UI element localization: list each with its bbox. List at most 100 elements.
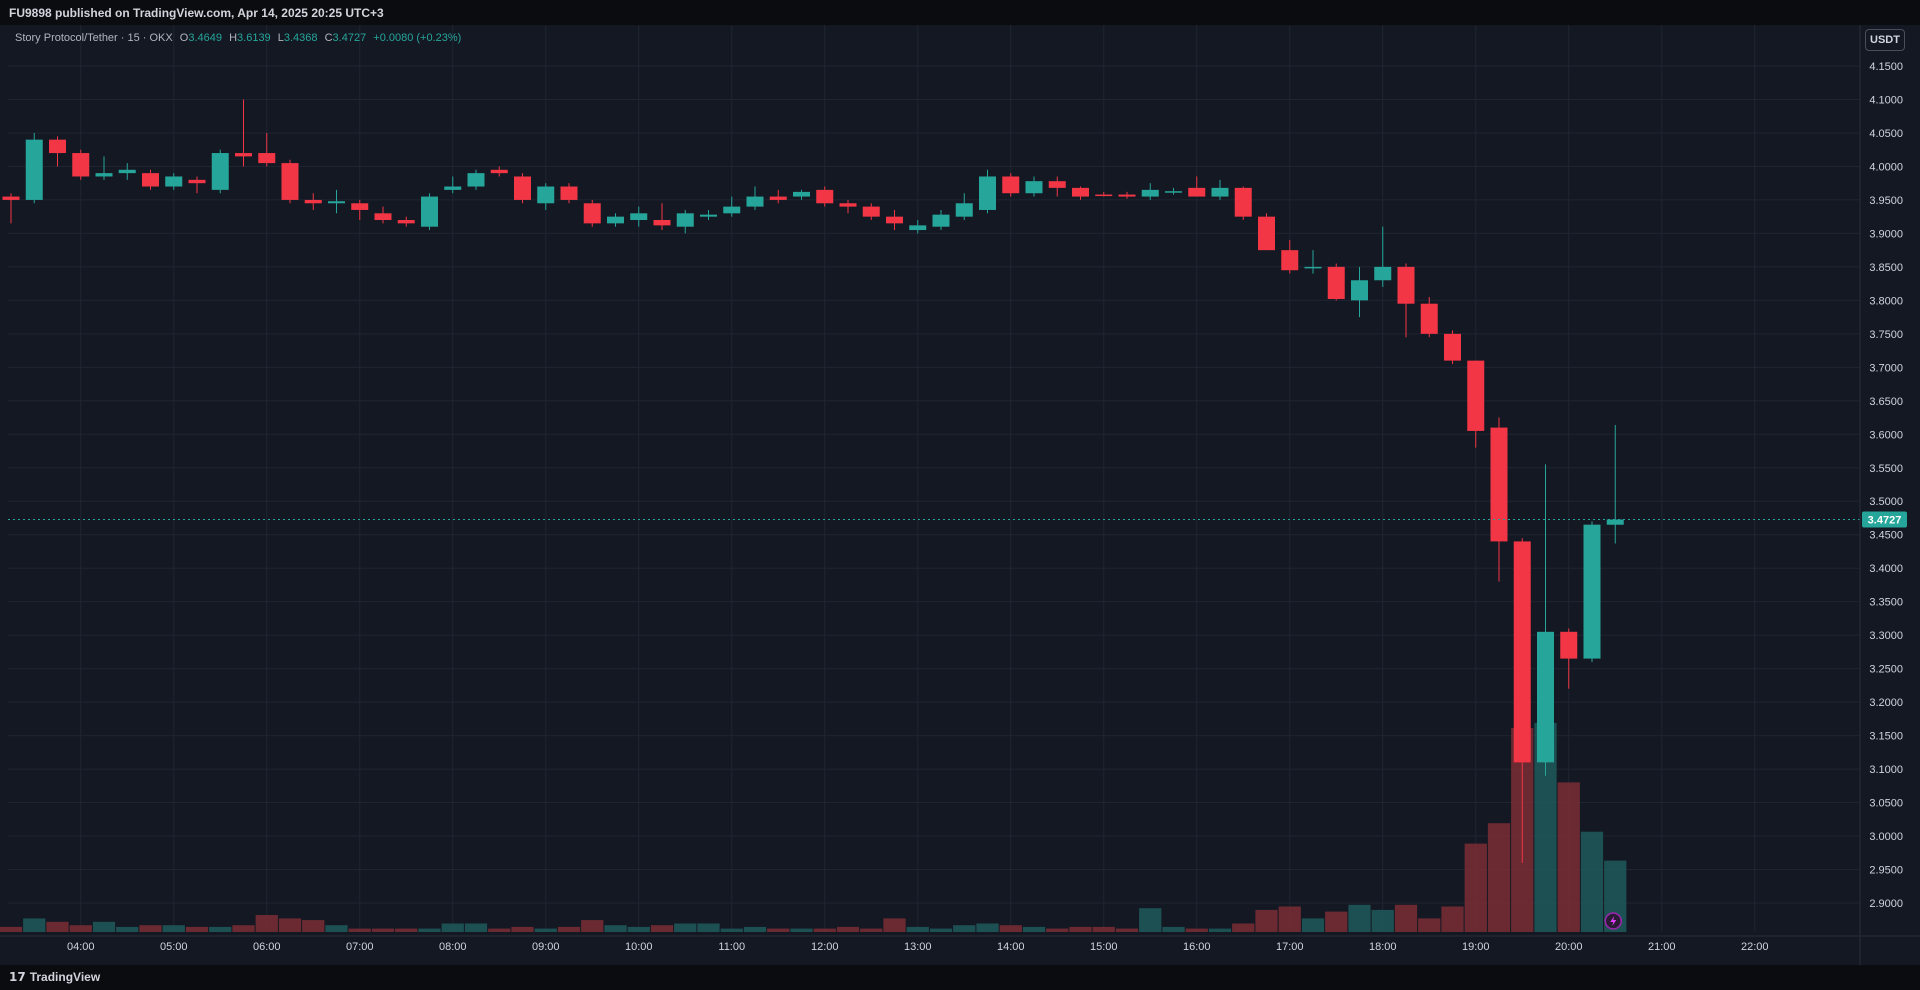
candle-body bbox=[862, 206, 880, 217]
time-tick-label: 21:00 bbox=[1648, 941, 1676, 953]
volume-bar bbox=[1371, 909, 1394, 932]
symbol-legend[interactable]: Story Protocol/Tether · 15 · OKX O3.4649… bbox=[15, 32, 461, 44]
time-tick-label: 11:00 bbox=[718, 941, 745, 953]
volume-bar bbox=[1208, 928, 1232, 932]
volume-bar bbox=[185, 926, 209, 932]
candle-body bbox=[490, 169, 508, 174]
candle-body bbox=[397, 220, 415, 224]
tradingview-logo[interactable]: 17 TradingView bbox=[9, 970, 100, 984]
candle-body bbox=[1002, 176, 1020, 194]
volume-bar bbox=[976, 923, 999, 932]
candle-body bbox=[1351, 280, 1368, 301]
candle-body bbox=[444, 186, 462, 190]
volume-bar bbox=[1418, 918, 1441, 932]
candle-body bbox=[1211, 187, 1229, 197]
candle-body bbox=[72, 153, 90, 177]
candle-body bbox=[421, 196, 438, 227]
volume-bar bbox=[69, 925, 92, 932]
last-price-label: 3.4727 bbox=[1868, 515, 1902, 527]
candle-body bbox=[1583, 524, 1601, 659]
open-value: 3.4649 bbox=[188, 32, 223, 44]
time-tick-label: 22:00 bbox=[1741, 941, 1769, 953]
price-tick-label: 4.0000 bbox=[1869, 161, 1903, 173]
volume-bar bbox=[860, 928, 883, 932]
time-tick-label: 16:00 bbox=[1183, 941, 1211, 953]
candle-body bbox=[560, 186, 578, 200]
candle-body bbox=[25, 139, 43, 200]
candle-body bbox=[1397, 266, 1415, 304]
time-tick-label: 12:00 bbox=[811, 941, 839, 953]
high-label: H bbox=[229, 32, 238, 44]
volume-bar bbox=[302, 920, 325, 932]
change-value: +0.0080 (+0.23%) bbox=[373, 32, 462, 44]
price-tick-label: 3.6500 bbox=[1869, 396, 1903, 408]
volume-bar bbox=[674, 923, 697, 932]
currency-button[interactable]: USDT bbox=[1865, 29, 1905, 51]
candle-body bbox=[258, 153, 276, 164]
candle-body bbox=[746, 196, 764, 207]
price-tick-label: 3.0500 bbox=[1869, 798, 1903, 810]
candle-body bbox=[909, 225, 927, 231]
volume-bar bbox=[1022, 926, 1046, 932]
candle-body bbox=[955, 203, 973, 217]
time-tick-label: 15:00 bbox=[1090, 941, 1118, 953]
volume-bar bbox=[929, 928, 953, 932]
lightning-glyph bbox=[1610, 916, 1617, 926]
candle-body bbox=[2, 196, 20, 200]
price-tick-label: 3.3500 bbox=[1869, 597, 1903, 609]
candle-body bbox=[351, 203, 369, 210]
volume-bar bbox=[1115, 928, 1139, 932]
volume-bar bbox=[92, 921, 116, 932]
candle-body bbox=[1560, 631, 1578, 659]
candle-body bbox=[374, 213, 392, 221]
candle-body bbox=[793, 191, 810, 197]
last-price-tag bbox=[1862, 511, 1907, 528]
brand-name: TradingView bbox=[29, 970, 101, 984]
candle-body bbox=[328, 201, 345, 204]
volume-bar bbox=[1580, 831, 1604, 932]
price-tick-label: 4.1000 bbox=[1869, 94, 1903, 106]
candle-body bbox=[165, 176, 183, 187]
time-tick-label: 20:00 bbox=[1555, 941, 1583, 953]
volume-bar bbox=[767, 928, 790, 932]
candle-body bbox=[1072, 187, 1089, 197]
time-tick-label: 19:00 bbox=[1462, 941, 1490, 953]
volume-bar bbox=[1464, 843, 1487, 932]
chart-area[interactable] bbox=[0, 25, 1920, 965]
symbol-name[interactable]: Story Protocol/Tether · 15 · OKX bbox=[15, 32, 173, 44]
candle-body bbox=[188, 179, 206, 184]
candle-body bbox=[769, 196, 787, 200]
candle-body bbox=[583, 203, 601, 224]
volume-bar bbox=[557, 926, 581, 932]
candle-body bbox=[1281, 250, 1299, 271]
candle-body bbox=[932, 214, 950, 227]
price-tick-label: 3.2000 bbox=[1869, 697, 1903, 709]
price-tick-label: 3.3000 bbox=[1869, 630, 1903, 642]
candle-body bbox=[607, 216, 624, 224]
volume-bar bbox=[0, 926, 23, 932]
candle-body bbox=[467, 173, 485, 187]
candle-body bbox=[1118, 194, 1136, 197]
volume-bar bbox=[441, 923, 464, 932]
candle-body bbox=[723, 206, 741, 214]
price-tick-label: 3.7500 bbox=[1869, 329, 1903, 341]
price-tick-label: 2.9000 bbox=[1869, 898, 1903, 910]
price-tick-label: 3.5000 bbox=[1869, 496, 1903, 508]
price-tick-label: 3.4500 bbox=[1869, 530, 1903, 542]
candle-body bbox=[304, 199, 322, 204]
volume-bar bbox=[488, 928, 511, 932]
volume-bar bbox=[627, 926, 650, 932]
close-value: 3.4727 bbox=[332, 32, 367, 44]
volume-bar bbox=[116, 926, 139, 932]
volume-bar bbox=[1162, 926, 1185, 932]
volume-bar bbox=[418, 928, 441, 932]
volume-bar bbox=[1441, 906, 1464, 932]
candle-body bbox=[1467, 360, 1485, 431]
time-tick-label: 17:00 bbox=[1276, 941, 1304, 953]
candle-body bbox=[1095, 194, 1113, 197]
volume-bar bbox=[139, 925, 162, 932]
volume-bar bbox=[1232, 923, 1255, 932]
price-tick-label: 3.7000 bbox=[1869, 362, 1903, 374]
candles[interactable] bbox=[2, 99, 1861, 863]
